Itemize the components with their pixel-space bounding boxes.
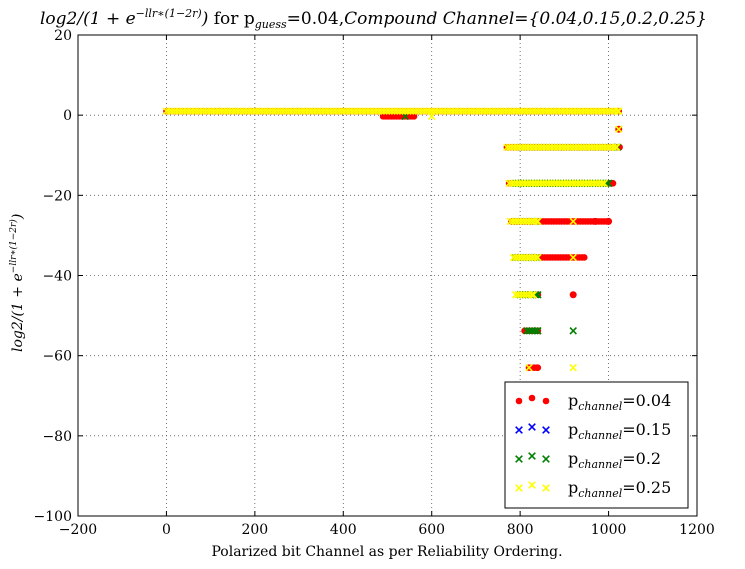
data-layer: [162, 107, 623, 372]
legend-marker: [542, 455, 550, 463]
legend-marker: [528, 481, 536, 489]
data-point: [527, 290, 536, 299]
y-tick-label: 20: [54, 28, 72, 44]
legend-entry: pchannel=0.04: [515, 391, 671, 413]
axis-ticks: −200 0 200 400 600 800 1000 1200200−20−40−60−80…: [34, 28, 715, 538]
data-point: [569, 217, 577, 226]
x-tick-label: −200: [59, 522, 97, 538]
data-point: [613, 107, 622, 115]
legend-marker: [542, 397, 550, 405]
data-point: [600, 179, 608, 188]
legend-marker: [515, 397, 523, 405]
legend-marker: [542, 426, 550, 434]
x-tick-label: 1000: [591, 522, 627, 538]
series-0.25: [162, 107, 623, 372]
x-tick-label: 800: [507, 522, 534, 538]
x-tick-label: 1200: [679, 522, 715, 538]
data-point: [569, 253, 577, 262]
legend-marker: [515, 426, 523, 434]
data-point: [530, 253, 539, 262]
y-tick-label: −100: [34, 509, 72, 525]
data-point: [591, 217, 599, 225]
data-point: [534, 217, 542, 226]
legend-marker: [542, 484, 550, 492]
legend: pchannel=0.04 pchannel=0.15 pchannel=0.2 pc…: [504, 381, 689, 509]
legend-label: pchannel=0.15: [568, 420, 671, 442]
legend-marker: [515, 484, 523, 492]
data-point: [530, 327, 539, 335]
data-point: [614, 107, 623, 115]
x-tick-label: 0: [162, 522, 171, 538]
legend-marker: [528, 423, 536, 431]
x-tick-label: 400: [330, 522, 357, 538]
data-point: [580, 254, 588, 261]
legend-entry: pchannel=0.25: [515, 478, 671, 500]
legend-entry: pchannel=0.2: [515, 449, 661, 471]
data-point: [534, 327, 542, 335]
legend-label: pchannel=0.04: [568, 391, 671, 413]
y-axis-label: log2/(1 + e−llr∗(1−2r)): [8, 214, 26, 352]
legend-marker: [528, 452, 536, 460]
legend-label: pchannel=0.25: [568, 478, 671, 500]
data-point: [598, 179, 606, 188]
legend-entry: pchannel=0.15: [515, 420, 671, 442]
x-tick-label: 600: [418, 522, 445, 538]
y-tick-label: −60: [42, 349, 72, 365]
y-tick-label: −20: [42, 188, 72, 204]
chart-title: log2/(1 + e−llr∗(1−2r)) for pguess=0.04,…: [40, 7, 707, 31]
data-point: [614, 125, 623, 133]
data-point: [529, 290, 538, 299]
data-point: [534, 253, 542, 262]
data-point: [569, 291, 577, 299]
legend-marker: [515, 455, 523, 463]
data-point: [569, 363, 577, 372]
legend-marker: [528, 394, 536, 402]
legend-box: [504, 381, 689, 509]
data-point: [569, 327, 577, 335]
data-point: [534, 364, 542, 371]
y-tick-label: −40: [42, 269, 72, 285]
data-point: [612, 143, 621, 151]
data-point: [427, 112, 436, 121]
data-point: [605, 217, 613, 225]
y-tick-label: −80: [42, 429, 72, 445]
y-tick-label: 0: [63, 108, 72, 124]
x-tick-label: 200: [241, 522, 268, 538]
data-point: [525, 363, 533, 372]
x-axis-label: Polarized bit Channel as per Reliability…: [211, 544, 562, 560]
legend-label: pchannel=0.2: [568, 449, 661, 471]
